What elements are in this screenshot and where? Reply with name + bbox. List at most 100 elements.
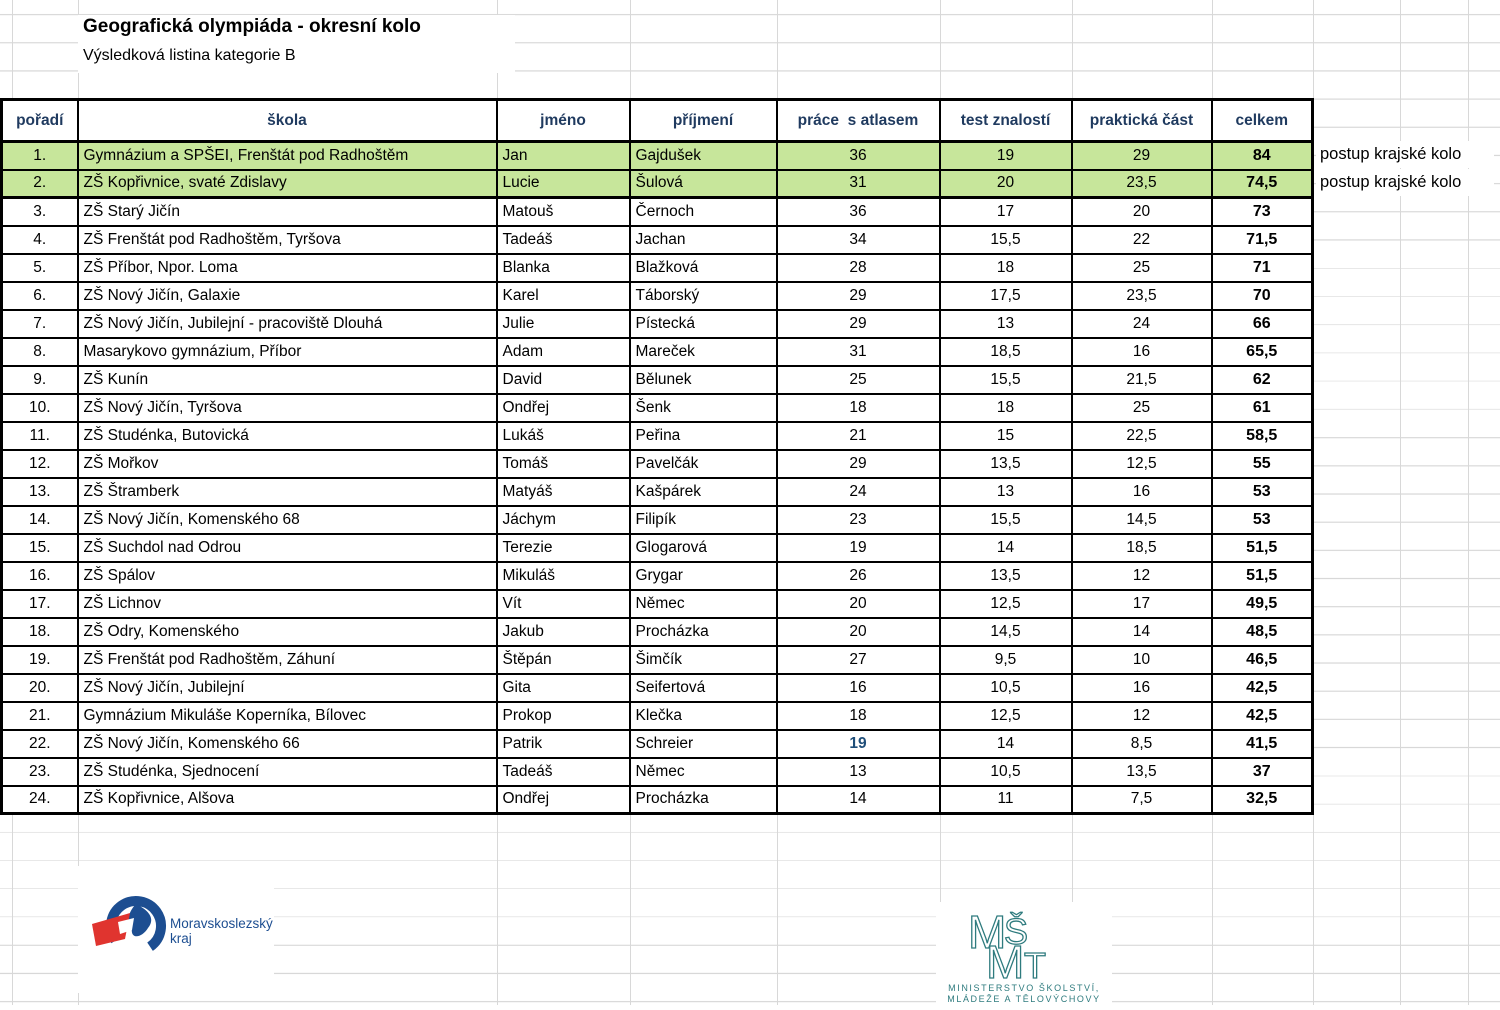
cell-test: 13,5 xyxy=(938,560,1073,591)
table-row: 10. ZŠ Nový Jičín, Tyršova Ondřej Šenk 18 18 2… xyxy=(0,392,1314,423)
table-row: 22. ZŠ Nový Jičín, Komenského 66 Patrik Sch… xyxy=(0,728,1314,759)
cell-practical: 16 xyxy=(1070,476,1213,507)
cell-rank: 2. xyxy=(0,168,79,199)
cell-total: 51,5 xyxy=(1210,560,1314,591)
cell-test: 15,5 xyxy=(938,224,1073,255)
cell-school: ZŠ Suchdol nad Odrou xyxy=(76,532,498,563)
cell-test: 12,5 xyxy=(938,588,1073,619)
cell-total: 49,5 xyxy=(1210,588,1314,619)
cell-first-name: Julie xyxy=(495,308,631,339)
cell-test: 14 xyxy=(938,532,1073,563)
cell-atlas: 18 xyxy=(775,392,941,423)
cell-test: 10,5 xyxy=(938,672,1073,703)
cell-last-name: Procházka xyxy=(628,784,778,815)
col-header-school: škola xyxy=(76,98,498,143)
cell-atlas: 19 xyxy=(775,532,941,563)
cell-school: ZŠ Mořkov xyxy=(76,448,498,479)
cell-test: 13,5 xyxy=(938,448,1073,479)
cell-practical: 13,5 xyxy=(1070,756,1213,787)
cell-first-name: Ondřej xyxy=(495,784,631,815)
col-header-rank: pořadí xyxy=(0,98,79,143)
cell-test: 15,5 xyxy=(938,364,1073,395)
cell-first-name: Prokop xyxy=(495,700,631,731)
table-row: 5. ZŠ Příbor, Npor. Loma Blanka Blažková 28 1… xyxy=(0,252,1314,283)
cell-practical: 14,5 xyxy=(1070,504,1213,535)
table-row: 18. ZŠ Odry, Komenského Jakub Procházka 20 14… xyxy=(0,616,1314,647)
col-header-test: test znalostí xyxy=(938,98,1073,143)
cell-atlas: 18 xyxy=(775,700,941,731)
advancement-note: postup krajské kolo xyxy=(1316,169,1494,196)
cell-first-name: Lukáš xyxy=(495,420,631,451)
cell-atlas: 20 xyxy=(775,616,941,647)
cell-practical: 16 xyxy=(1070,672,1213,703)
cell-first-name: Gita xyxy=(495,672,631,703)
cell-last-name: Filipík xyxy=(628,504,778,535)
cell-practical: 29 xyxy=(1070,140,1213,171)
cell-practical: 25 xyxy=(1070,392,1213,423)
table-row: 15. ZŠ Suchdol nad Odrou Terezie Glogarová 1… xyxy=(0,532,1314,563)
cell-school: ZŠ Štramberk xyxy=(76,476,498,507)
col-header-total: celkem xyxy=(1210,98,1314,143)
cell-first-name: Mikuláš xyxy=(495,560,631,591)
cell-school: ZŠ Nový Jičín, Tyršova xyxy=(76,392,498,423)
cell-last-name: Jachan xyxy=(628,224,778,255)
cell-total: 58,5 xyxy=(1210,420,1314,451)
cell-total: 41,5 xyxy=(1210,728,1314,759)
msk-logo: Moravskoslezský kraj xyxy=(78,866,274,993)
cell-last-name: Šulová xyxy=(628,168,778,199)
cell-rank: 4. xyxy=(0,224,79,255)
cell-first-name: Lucie xyxy=(495,168,631,199)
col-header-atlas: práce s atlasem xyxy=(775,98,941,143)
cell-total: 37 xyxy=(1210,756,1314,787)
table-row: 7. ZŠ Nový Jičín, Jubilejní - pracoviště … xyxy=(0,308,1314,339)
cell-school: ZŠ Spálov xyxy=(76,560,498,591)
cell-school: ZŠ Odry, Komenského xyxy=(76,616,498,647)
cell-atlas: 28 xyxy=(775,252,941,283)
cell-total: 55 xyxy=(1210,448,1314,479)
cell-school: ZŠ Kopřivnice, svaté Zdislavy xyxy=(76,168,498,199)
table-row: 2. ZŠ Kopřivnice, svaté Zdislavy Lucie Šulo… xyxy=(0,168,1314,199)
cell-first-name: Jakub xyxy=(495,616,631,647)
cell-school: ZŠ Nový Jičín, Komenského 68 xyxy=(76,504,498,535)
cell-test: 18,5 xyxy=(938,336,1073,367)
cell-school: ZŠ Kopřivnice, Alšova xyxy=(76,784,498,815)
table-row: 20. ZŠ Nový Jičín, Jubilejní Gita Seifertov… xyxy=(0,672,1314,703)
cell-practical: 17 xyxy=(1070,588,1213,619)
cell-test: 11 xyxy=(938,784,1073,815)
cell-atlas: 21 xyxy=(775,420,941,451)
cell-school: ZŠ Nový Jičín, Jubilejní - pracoviště Dl… xyxy=(76,308,498,339)
cell-last-name: Peřina xyxy=(628,420,778,451)
cell-total: 42,5 xyxy=(1210,672,1314,703)
cell-school: ZŠ Starý Jičín xyxy=(76,196,498,227)
cell-rank: 23. xyxy=(0,756,79,787)
cell-atlas: 16 xyxy=(775,672,941,703)
cell-total: 70 xyxy=(1210,280,1314,311)
table-row: 3. ZŠ Starý Jičín Matouš Černoch 36 17 20 73 xyxy=(0,196,1314,227)
cell-last-name: Blažková xyxy=(628,252,778,283)
cell-test: 14,5 xyxy=(938,616,1073,647)
cell-atlas: 24 xyxy=(775,476,941,507)
cell-total: 32,5 xyxy=(1210,784,1314,815)
table-row: 13. ZŠ Štramberk Matyáš Kašpárek 24 13 16 53 xyxy=(0,476,1314,507)
cell-practical: 25 xyxy=(1070,252,1213,283)
cell-last-name: Gajdušek xyxy=(628,140,778,171)
cell-first-name: Vít xyxy=(495,588,631,619)
cell-practical: 23,5 xyxy=(1070,168,1213,199)
cell-last-name: Kašpárek xyxy=(628,476,778,507)
title-cell-background xyxy=(78,15,515,73)
cell-school: Gymnázium a SPŠEI, Frenštát pod Radhoště… xyxy=(76,140,498,171)
cell-school: ZŠ Lichnov xyxy=(76,588,498,619)
table-row: 1. Gymnázium a SPŠEI, Frenštát pod Radhoš… xyxy=(0,140,1314,171)
msmt-logo-letters: M Š M T xyxy=(967,905,1046,988)
cell-first-name: David xyxy=(495,364,631,395)
cell-rank: 21. xyxy=(0,700,79,731)
cell-last-name: Procházka xyxy=(628,616,778,647)
cell-total: 65,5 xyxy=(1210,336,1314,367)
msmt-logo: M Š M T MINISTERSTVO ŠKOLSTVÍ, MLÁDEŽE A… xyxy=(936,902,1112,1005)
cell-total: 62 xyxy=(1210,364,1314,395)
cell-rank: 24. xyxy=(0,784,79,815)
cell-test: 19 xyxy=(938,140,1073,171)
table-row: 6. ZŠ Nový Jičín, Galaxie Karel Táborský 29 1… xyxy=(0,280,1314,311)
table-row: 24. ZŠ Kopřivnice, Alšova Ondřej Procházka 1… xyxy=(0,784,1314,815)
svg-text:M: M xyxy=(968,906,1006,958)
